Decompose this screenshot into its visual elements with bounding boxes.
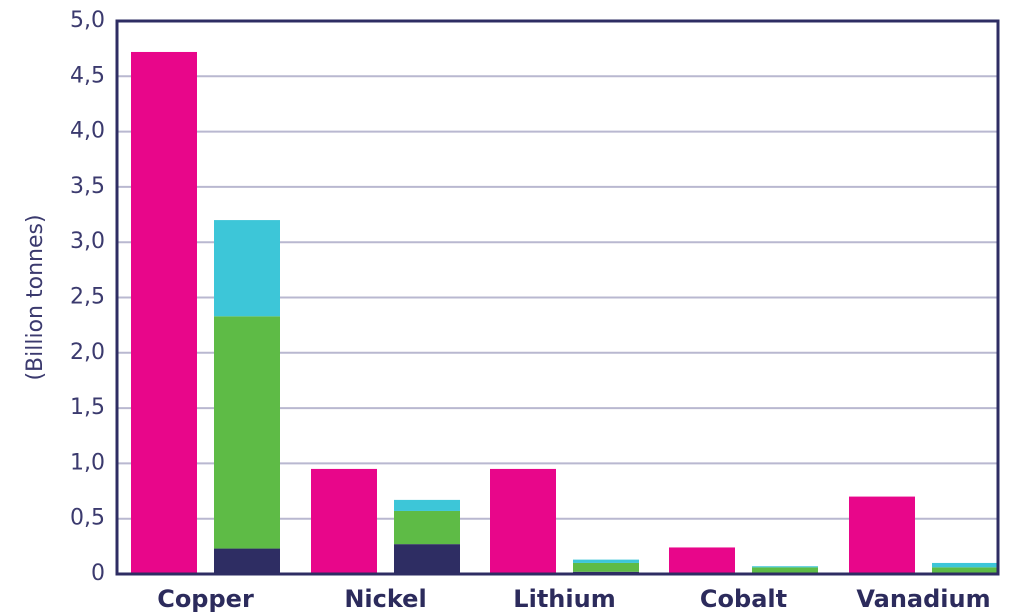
bar-lithium-segment-2 xyxy=(573,562,639,572)
y-tick-label: 0,5 xyxy=(70,506,105,531)
bar-lithium-segment-3 xyxy=(573,559,639,563)
category-labels: Copper Nickel Lithium Cobalt Vanadium xyxy=(157,585,990,613)
category-label-nickel: Nickel xyxy=(344,585,426,613)
bar-lithium-total xyxy=(490,468,556,574)
bars xyxy=(131,51,998,574)
bar-nickel-segment-2 xyxy=(394,510,460,545)
bar-nickel-segment-3 xyxy=(394,499,460,511)
category-label-lithium: Lithium xyxy=(513,585,615,613)
bar-vanadium-segment-2 xyxy=(932,567,998,573)
bar-vanadium-segment-3 xyxy=(932,562,998,568)
bar-copper-segment-2 xyxy=(214,316,280,549)
y-tick-label: 4,0 xyxy=(70,119,105,144)
y-tick-label: 5,0 xyxy=(70,8,105,33)
bar-cobalt-segment-3 xyxy=(752,566,818,568)
y-tick-label: 0 xyxy=(91,561,105,586)
plot-frame xyxy=(115,19,1000,576)
bar-cobalt-segment-2 xyxy=(752,567,818,573)
y-tick-label: 3,0 xyxy=(70,229,105,254)
bar-copper-segment-3 xyxy=(214,220,280,317)
bar-nickel-total xyxy=(311,468,377,574)
y-tick-label: 2,0 xyxy=(70,340,105,365)
y-tick-label: 3,5 xyxy=(70,174,105,199)
bar-nickel-segment-1 xyxy=(394,544,460,574)
category-label-vanadium: Vanadium xyxy=(856,585,990,613)
bar-vanadium-total xyxy=(849,496,915,574)
y-tick-labels: 0 0,5 1,0 1,5 2,0 2,5 3,0 3,5 4,0 4,5 5,0 xyxy=(70,8,105,586)
category-label-cobalt: Cobalt xyxy=(700,585,787,613)
bar-copper-total xyxy=(131,51,197,574)
y-tick-label: 1,5 xyxy=(70,395,105,420)
y-axis-title: (Billion tonnes) xyxy=(23,214,48,380)
bar-copper-segment-1 xyxy=(214,548,280,574)
category-label-copper: Copper xyxy=(157,585,254,613)
y-tick-label: 2,5 xyxy=(70,285,105,310)
y-tick-label: 1,0 xyxy=(70,450,105,475)
bar-cobalt-total xyxy=(669,547,735,574)
y-tick-label: 4,5 xyxy=(70,63,105,88)
